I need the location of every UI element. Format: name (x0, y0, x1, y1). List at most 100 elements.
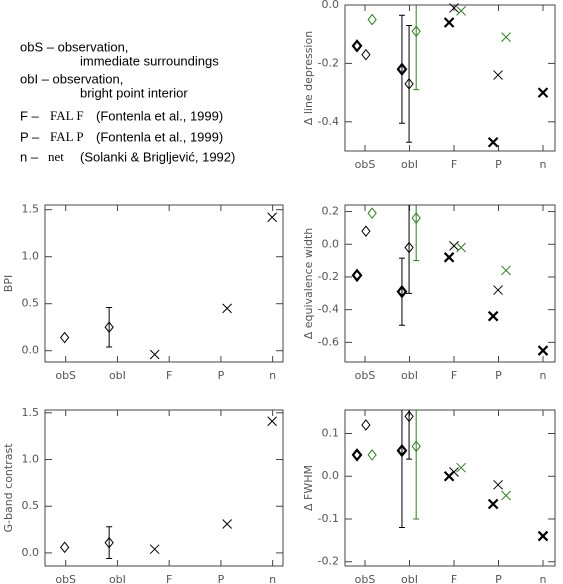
key-label: P – (20, 129, 40, 144)
y-tick-label: 0.0 (322, 237, 340, 250)
x-tick-label: obI (401, 573, 418, 584)
error-bar (406, 205, 413, 294)
x-tick-label: obS (355, 369, 376, 382)
diamond-marker (361, 48, 371, 61)
cross-marker (222, 519, 232, 529)
diamond-marker (367, 449, 377, 461)
error-bar (406, 24, 413, 143)
cross-marker (456, 242, 466, 253)
diamond-marker (361, 419, 371, 431)
x-tick-label: n (539, 573, 546, 584)
cross-marker (449, 241, 459, 251)
key-model: net (48, 149, 64, 164)
y-tick-label: -0.4 (318, 303, 339, 316)
error-bar (398, 257, 405, 326)
y-tick-label: 0.0 (322, 0, 340, 11)
error-bar (413, 410, 420, 520)
cross-marker (449, 3, 459, 13)
y-axis-label: G-band contrast (2, 443, 15, 533)
diamond-marker (60, 541, 70, 554)
y-tick-label: 1.5 (22, 406, 40, 419)
cross-marker (537, 345, 549, 356)
y-tick-label: 0.1 (322, 427, 340, 440)
cross-marker (501, 490, 511, 501)
y-tick-label: -0.2 (318, 270, 339, 283)
x-tick-label: obI (109, 573, 126, 584)
diamond-marker (104, 536, 114, 549)
key-label: F – (20, 108, 40, 123)
x-tick-label: P (218, 573, 225, 584)
key-ref: (Fontenla et al., 1999) (96, 129, 223, 144)
y-tick-label: 0.0 (22, 344, 40, 357)
key-ref: (Fontenla et al., 1999) (96, 108, 223, 123)
y-axis-label: Δ line depression (302, 31, 315, 125)
error-bar (398, 14, 405, 124)
cross-marker (449, 467, 459, 477)
cross-marker (487, 498, 499, 510)
diamond-marker (411, 212, 421, 224)
cross-marker (487, 310, 499, 322)
diamond-marker (404, 241, 414, 254)
x-tick-label: n (269, 573, 276, 584)
key-block: obS – observation, immediate surrounding… (20, 39, 235, 164)
x-tick-label: P (495, 158, 502, 171)
x-tick-label: F (166, 369, 172, 382)
y-axis-label: BPI (2, 275, 15, 292)
x-tick-label: obI (109, 369, 126, 382)
y-tick-label: 0.0 (22, 546, 40, 559)
diamond-marker (396, 443, 408, 458)
error-bar (398, 410, 405, 529)
x-tick-label: F (451, 573, 457, 584)
cross-marker (501, 32, 511, 42)
diamond-marker (396, 284, 408, 299)
x-tick-label: F (451, 158, 457, 171)
x-tick-label: n (539, 369, 546, 382)
x-tick-label: P (495, 573, 502, 584)
diamond-marker (411, 440, 421, 453)
diamond-marker (367, 13, 377, 26)
diamond-marker (60, 331, 70, 344)
y-tick-label: -0.2 (318, 555, 339, 568)
key-label: obS – observation, (20, 39, 128, 54)
cross-marker (456, 462, 466, 473)
plot-frame (44, 409, 284, 567)
diamond-marker (411, 25, 421, 38)
y-tick-label: 0.2 (322, 205, 340, 218)
key-label: obI – observation, (20, 71, 123, 86)
y-tick-label: 0.5 (22, 297, 40, 310)
y-axis-label: Δ FWHM (302, 465, 315, 511)
diamond-marker (404, 78, 414, 90)
error-bar (406, 410, 413, 460)
x-tick-label: P (218, 369, 225, 382)
cross-marker (487, 136, 499, 148)
x-tick-label: obS (355, 573, 376, 584)
y-tick-label: 1.5 (22, 203, 40, 216)
cross-marker (267, 416, 277, 427)
x-tick-label: obI (401, 158, 418, 171)
diamond-marker (367, 207, 377, 219)
cross-marker (149, 544, 160, 555)
key-ref: (Solanki & Brigljević, 1992) (80, 149, 235, 164)
diamond-marker (404, 410, 414, 423)
cross-marker (537, 87, 549, 98)
y-tick-label: 0.5 (22, 499, 40, 512)
cross-marker (443, 17, 455, 28)
cross-marker (501, 265, 511, 276)
key-sub: immediate surroundings (80, 53, 219, 68)
cross-marker (493, 479, 503, 490)
x-tick-label: n (269, 369, 276, 382)
cross-marker (537, 530, 549, 542)
diamond-marker (361, 225, 371, 237)
error-bar (106, 306, 113, 348)
diamond-marker (104, 321, 114, 334)
x-tick-label: P (495, 369, 502, 382)
key-model: FAL P (50, 129, 84, 144)
error-bar (413, 205, 420, 262)
key-sub: bright point interior (80, 85, 188, 100)
cross-marker (222, 303, 232, 314)
